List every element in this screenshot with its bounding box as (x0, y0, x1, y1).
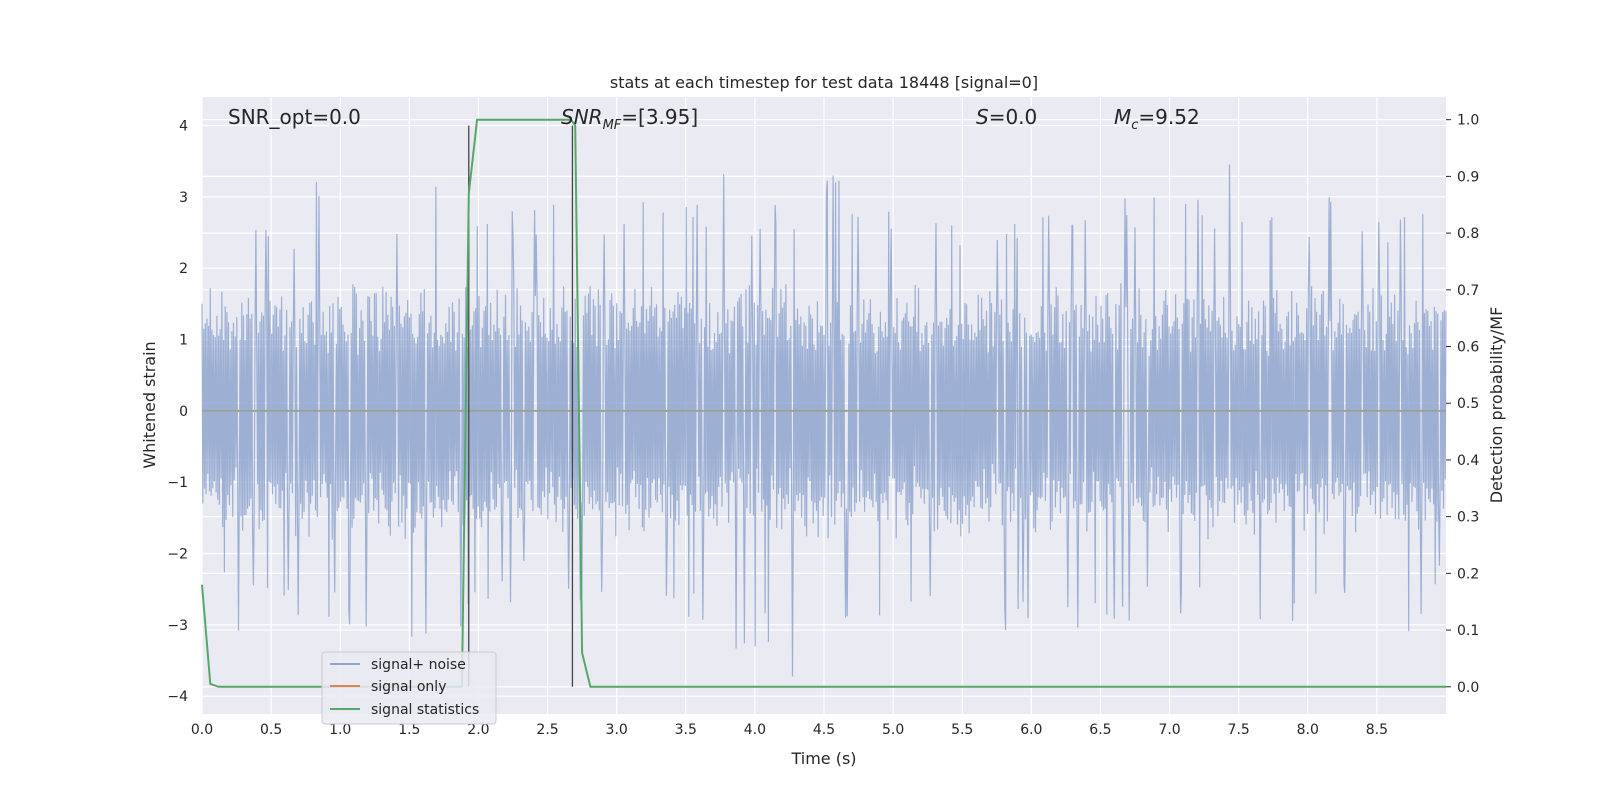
snr-mf-subscript: MF (603, 118, 622, 133)
y-tick-label: 1 (179, 333, 188, 349)
y-tick-label: −3 (167, 618, 188, 634)
x-tick-label: 2.5 (536, 722, 558, 738)
x-tick-label: 2.0 (467, 722, 489, 738)
y-tick-label: 0 (179, 404, 188, 420)
y2-tick-label: 0.2 (1457, 566, 1479, 582)
signal-statistics-line (201, 118, 1446, 688)
x-tick-label: 5.5 (951, 722, 973, 738)
snr-opt-annotation: SNR_opt=0.0 (228, 105, 361, 129)
tick-labels: 0.0 0.5 1.0 1.5 2.0 2.5 3.0 3.5 4.0 4.5 5.0 5.5 6.0 6… (167, 113, 1479, 738)
legend-label-signal-only: signal only (371, 679, 446, 695)
snr-mf-symbol: SNR (561, 105, 603, 129)
x-tick-label: 8.0 (1297, 722, 1319, 738)
noise-series (201, 164, 1447, 677)
mc-symbol: M (1114, 105, 1131, 129)
x-tick-label: 4.5 (813, 722, 835, 738)
x-tick-label: 8.5 (1366, 722, 1388, 738)
legend: signal+ noise signal only signal statist… (321, 651, 497, 725)
x-tick-label: 3.0 (606, 722, 628, 738)
s-value: =0.0 (989, 105, 1038, 129)
x-tick-label: 4.0 (744, 722, 766, 738)
y-tick-label: −4 (167, 689, 188, 705)
x-tick-label: 0.0 (191, 722, 213, 738)
mc-subscript: c (1131, 118, 1138, 133)
y-tick-label: 2 (179, 261, 188, 277)
legend-box (321, 651, 497, 725)
y-axis-label: Whitened strain (140, 341, 159, 468)
y2-tick-label: 0.6 (1457, 340, 1479, 356)
line-series (201, 118, 1446, 688)
y2-tick-label: 0.0 (1457, 680, 1479, 696)
x-tick-label: 1.5 (398, 722, 420, 738)
y2-tick-label: 1.0 (1457, 113, 1479, 129)
snr-mf-annotation: SNRMF=[3.95] (561, 105, 698, 133)
y2-tick-label: 0.4 (1457, 453, 1479, 469)
y2-tick-label: 0.8 (1457, 226, 1479, 242)
y-tick-label: 4 (179, 119, 188, 135)
y-tick-label: −1 (167, 475, 188, 491)
y-tick-label: 3 (179, 190, 188, 206)
s-annotation: S=0.0 (976, 105, 1037, 129)
x-tick-label: 6.5 (1089, 722, 1111, 738)
legend-label-signal-noise: signal+ noise (371, 657, 466, 673)
x-tick-label: 0.5 (260, 722, 282, 738)
mc-value: =9.52 (1138, 105, 1199, 129)
y2-axis-label: Detection probability/MF (1487, 307, 1506, 504)
x-tick-label: 1.0 (329, 722, 351, 738)
y2-tick-label: 0.3 (1457, 510, 1479, 526)
y2-tick-label: 0.7 (1457, 283, 1479, 299)
legend-label-signal-statistics: signal statistics (371, 702, 479, 718)
signal-noise-line (201, 164, 1447, 677)
x-axis-label: Time (s) (790, 749, 856, 768)
x-tick-label: 6.0 (1020, 722, 1042, 738)
chart-title: stats at each timestep for test data 184… (610, 73, 1038, 92)
mc-annotation: Mc=9.52 (1114, 105, 1200, 133)
y2-tick-label: 0.5 (1457, 396, 1479, 412)
snr-mf-value: =[3.95] (621, 105, 698, 129)
y2-tick-label: 0.1 (1457, 623, 1479, 639)
x-tick-label: 5.0 (882, 722, 904, 738)
y-tick-label: −2 (167, 547, 188, 563)
x-tick-label: 7.5 (1228, 722, 1250, 738)
y2-tick-label: 0.9 (1457, 169, 1479, 185)
x-tick-label: 3.5 (675, 722, 697, 738)
x-tick-label: 7.0 (1158, 722, 1180, 738)
s-symbol: S (976, 105, 989, 129)
